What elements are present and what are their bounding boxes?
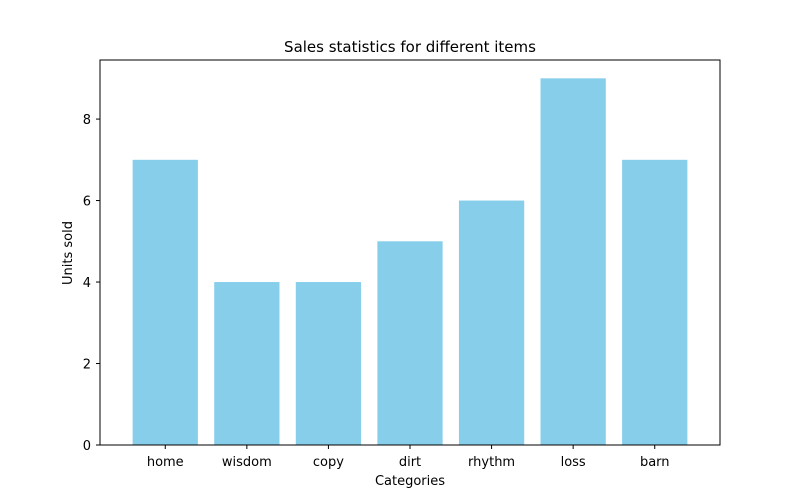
x-axis-label: Categories — [375, 474, 445, 489]
chart-title: Sales statistics for different items — [284, 38, 536, 56]
x-tick-label: home — [147, 455, 184, 470]
y-tick-label: 6 — [83, 195, 91, 210]
bar-home — [132, 159, 198, 445]
bar-copy — [295, 282, 362, 445]
y-tick-label: 2 — [83, 358, 91, 373]
bar-barn — [622, 159, 688, 445]
y-axis-label: Units sold — [61, 221, 76, 285]
axes-frame — [99, 59, 721, 446]
bar-loss — [540, 78, 606, 445]
x-tick-label: barn — [640, 455, 670, 470]
x-tick-label: wisdom — [222, 455, 272, 470]
y-tick-label: 0 — [83, 439, 91, 454]
x-tick-label: dirt — [399, 455, 421, 470]
ticks-layer: home wisdom copy dirt rhythm loss barn 0 2 4 6 8 — [83, 113, 670, 470]
x-tick-label: loss — [561, 455, 586, 470]
bar-dirt — [377, 241, 443, 445]
bars-layer — [132, 78, 688, 445]
x-tick-label: rhythm — [468, 455, 515, 470]
bar-rhythm — [458, 200, 525, 445]
bar-wisdom — [214, 282, 280, 445]
y-tick-label: 4 — [83, 276, 91, 291]
x-tick-label: copy — [313, 455, 344, 470]
y-tick-label: 8 — [83, 113, 91, 128]
